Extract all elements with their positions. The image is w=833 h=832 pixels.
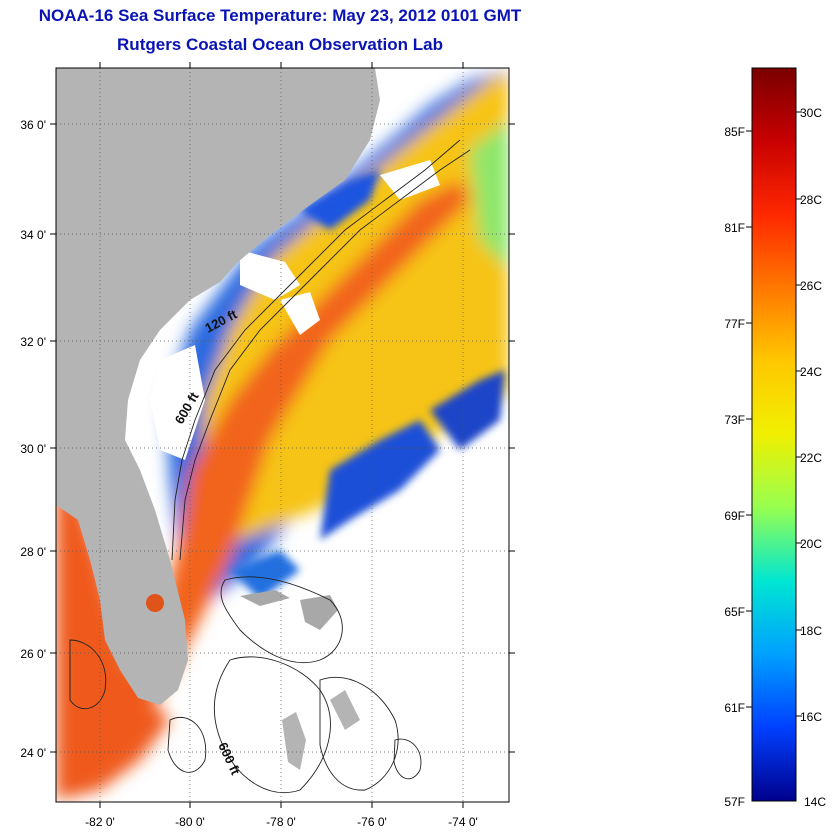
lon-label-76: -76 0' xyxy=(357,815,387,829)
lon-label-82: -82 0' xyxy=(85,815,115,829)
cloud-southeast xyxy=(200,450,509,802)
map-subtitle: Rutgers Coastal Ocean Observation Lab xyxy=(117,35,443,54)
us-landmass xyxy=(56,68,380,705)
colorbar-f-69: 69F xyxy=(724,509,745,523)
colorbar-c-22: 22C xyxy=(800,451,822,465)
cloud-patch-carolina xyxy=(240,250,300,300)
colorbar-f-77: 77F xyxy=(724,317,745,331)
lake-okeechobee xyxy=(146,594,164,612)
colorbar-f-61: 61F xyxy=(724,701,745,715)
bahamas-grand-bahama-island xyxy=(240,590,290,606)
colorbar-c-28: 28C xyxy=(800,193,822,207)
colorbar-c-16: 16C xyxy=(800,710,822,724)
sst-gulf-stream xyxy=(100,180,470,740)
lon-label-74: -74 0' xyxy=(448,815,478,829)
colorbar-ticks xyxy=(746,111,802,717)
colorbar-c-14: 14C xyxy=(804,795,826,809)
lat-label-28: 28 0' xyxy=(20,545,46,559)
bahamas-andros-island xyxy=(282,712,306,770)
lat-label-30: 30 0' xyxy=(20,442,46,456)
colorbar-c-30: 30C xyxy=(800,106,822,120)
colorbar-f-65: 65F xyxy=(724,605,745,619)
map-title: NOAA-16 Sea Surface Temperature: May 23,… xyxy=(38,6,522,25)
lon-label-78: -78 0' xyxy=(266,815,296,829)
lat-label-24: 24 0' xyxy=(20,746,46,760)
colorbar-f-57: 57F xyxy=(724,795,745,809)
map-ticks xyxy=(50,62,515,808)
bahamas-eleuthera-island xyxy=(330,690,360,730)
map-area xyxy=(56,68,509,802)
map-frame xyxy=(55,67,510,803)
lat-label-34: 34 0' xyxy=(20,228,46,242)
colorbar xyxy=(751,67,797,802)
colorbar-f-81: 81F xyxy=(724,221,745,235)
colorbar-f-73: 73F xyxy=(724,413,745,427)
bahamas-abaco-island xyxy=(300,595,338,630)
lat-label-36: 36 0' xyxy=(20,118,46,132)
cloud-patch-coast xyxy=(280,292,320,335)
colorbar-c-18: 18C xyxy=(800,624,822,638)
colorbar-f-85: 85F xyxy=(724,125,745,139)
sst-green-patch xyxy=(470,120,509,270)
colorbar-c-20: 20C xyxy=(800,537,822,551)
sst-field xyxy=(56,70,509,800)
colorbar-c-24: 24C xyxy=(800,365,822,379)
lon-label-80: -80 0' xyxy=(175,815,205,829)
lat-label-26: 26 0' xyxy=(20,647,46,661)
colorbar-c-26: 26C xyxy=(800,279,822,293)
sst-cold-patches xyxy=(230,170,505,600)
lat-label-32: 32 0' xyxy=(20,335,46,349)
isobath-contours xyxy=(69,139,471,794)
